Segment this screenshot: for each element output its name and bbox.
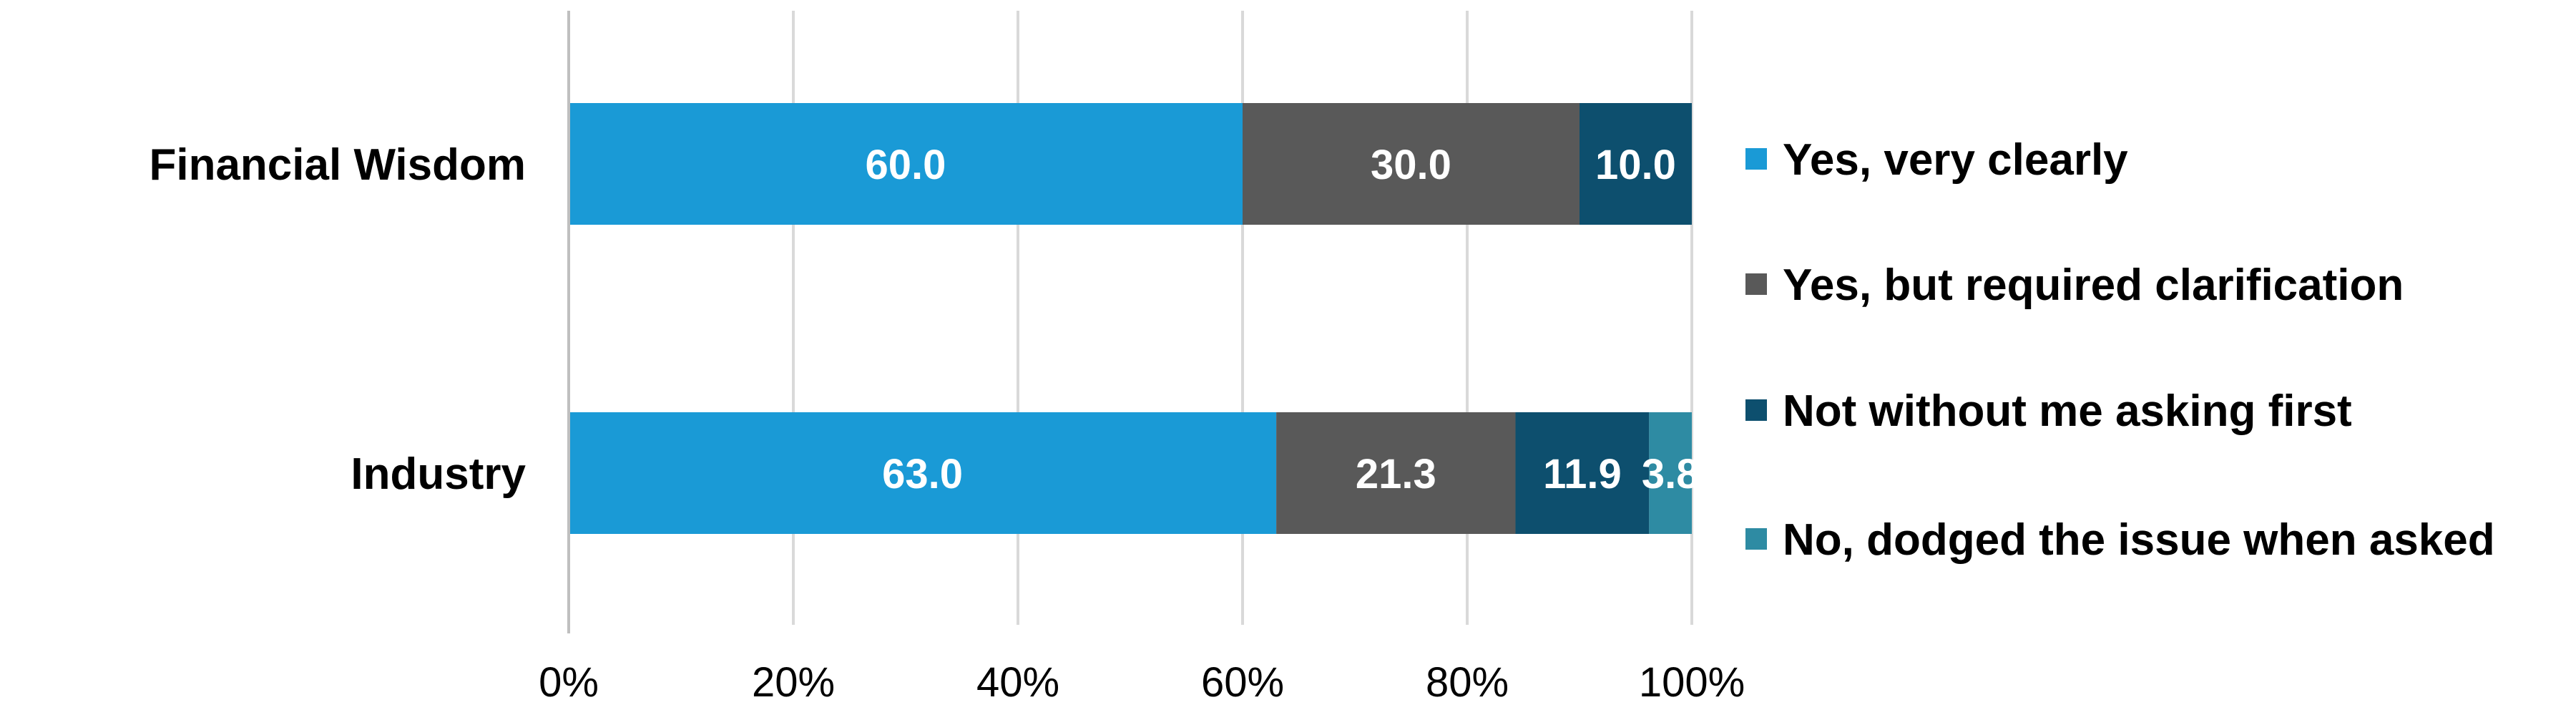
category-label: Industry (351, 449, 526, 499)
x-tick-label: 20% (752, 659, 835, 706)
bar-segment (1649, 412, 1692, 534)
bar-segment (569, 412, 1277, 534)
legend-swatch (1745, 148, 1767, 170)
legend-label: Not without me asking first (1783, 386, 2352, 436)
legend-label: No, dodged the issue when asked (1783, 515, 2495, 565)
legend-label: Yes, but required clarification (1783, 261, 2404, 310)
category-label: Financial Wisdom (149, 140, 526, 190)
bar-segment (1243, 103, 1580, 225)
bar-segment (569, 103, 1243, 225)
x-tick-label: 40% (976, 659, 1059, 706)
data-label: 63.0 (882, 451, 963, 497)
x-tick-label: 100% (1639, 659, 1745, 706)
legend-label: Yes, very clearly (1783, 135, 2128, 185)
data-label: 21.3 (1356, 451, 1436, 497)
data-label: 60.0 (866, 142, 946, 188)
bar-segment (1515, 412, 1650, 534)
x-tick-labels: 0% 20% 40% 60% 80% 100% (539, 659, 1745, 706)
legend-swatch (1745, 273, 1767, 295)
legend-swatch (1745, 528, 1767, 550)
data-label: 11.9 (1543, 451, 1622, 497)
data-label: 3.8 (1642, 451, 1700, 497)
data-label: 10.0 (1595, 142, 1676, 188)
x-tick-label: 80% (1426, 659, 1509, 706)
bar-segment (1276, 412, 1516, 534)
legend: Yes, very clearly Yes, but required clari… (1745, 135, 2495, 565)
bars: 60.0 30.0 10.0 63.0 21.3 11.9 3.8 (569, 103, 1699, 534)
category-labels: Financial Wisdom Industry (149, 140, 526, 499)
data-label: 30.0 (1371, 142, 1451, 188)
bar-segment (1580, 103, 1692, 225)
x-tick-label: 60% (1201, 659, 1284, 706)
x-tick-label: 0% (539, 659, 599, 706)
legend-swatch (1745, 399, 1767, 421)
